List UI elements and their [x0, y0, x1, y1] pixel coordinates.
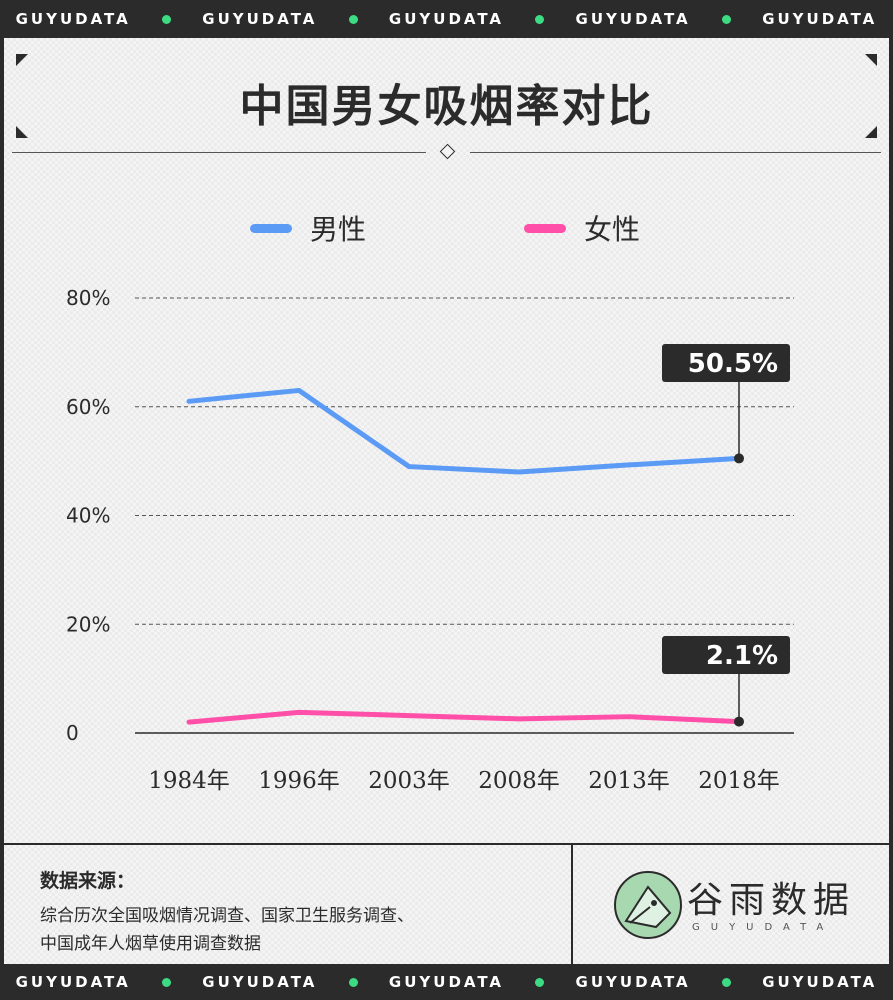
- banner-text: GUYUDATA: [575, 10, 691, 28]
- banner-text: GUYUDATA: [202, 973, 318, 991]
- title-rule-right: [470, 152, 881, 153]
- banner-dot: [721, 14, 731, 24]
- legend-item-female: 女性: [524, 208, 640, 248]
- corner-mark: [865, 54, 877, 66]
- y-tick-label: 20%: [66, 612, 110, 636]
- corner-mark: [16, 54, 28, 66]
- legend-item-male: 男性: [250, 208, 366, 248]
- footer-vertical-divider: [571, 844, 573, 964]
- logo-subtitle: GUYUDATA: [692, 922, 835, 933]
- banner-dot: [162, 977, 171, 987]
- callout-box: [662, 344, 790, 382]
- x-tick-label: 2018年: [698, 768, 780, 794]
- banner-dot: [535, 977, 545, 987]
- y-tick-label: 60%: [66, 395, 110, 419]
- source-line: 综合历次全国吸烟情况调查、国家卫生服务调查、: [40, 906, 414, 926]
- banner-text: GUYUDATA: [388, 10, 505, 28]
- legend-swatch-female: [524, 223, 566, 233]
- banner-dot: [348, 977, 358, 987]
- legend-label-female: 女性: [584, 213, 641, 246]
- logo-name: 谷雨数据: [687, 880, 856, 921]
- series-line-female: [186, 709, 742, 725]
- series-line-male: [186, 387, 742, 475]
- source-title: 数据来源：: [40, 870, 136, 892]
- callout-box: [662, 636, 790, 674]
- banner-text: GUYUDATA: [762, 973, 878, 991]
- x-tick-label: 1996年: [258, 768, 340, 794]
- banner-text: GUYUDATA: [202, 10, 318, 28]
- x-tick-label: 2013年: [588, 768, 670, 794]
- banner-text: GUYUDATA: [15, 973, 131, 991]
- callout-label: 50.5%: [688, 349, 778, 379]
- bottom-banner: GUYUDATA GUYUDATA GUYUDATA GUYUDATA GUYU…: [0, 964, 893, 1000]
- legend-label-male: 男性: [310, 213, 367, 246]
- banner-text: GUYUDATA: [388, 973, 505, 991]
- banner-text: GUYUDATA: [15, 10, 131, 28]
- callout-point: [734, 716, 744, 727]
- x-tick-label: 1984年: [148, 768, 230, 794]
- source-line: 中国成年人烟草使用调查数据: [40, 934, 261, 954]
- chart-title: 中国男女吸烟率对比: [239, 81, 654, 132]
- line-chart: 80% 60% 40% 20% 0 1984年 1996年 2003年 2008年 2013年 20…: [66, 286, 794, 794]
- top-banner: GUYUDATA GUYUDATA GUYUDATA GUYUDATA GUYU…: [0, 0, 893, 38]
- y-tick-label: 80%: [66, 286, 110, 310]
- callout-point: [734, 453, 744, 464]
- footer-divider: [4, 843, 889, 845]
- y-tick-label: 0: [66, 721, 79, 745]
- banner-text: GUYUDATA: [575, 973, 691, 991]
- corner-mark: [16, 126, 28, 138]
- banner-dot: [535, 14, 545, 24]
- chart-card: 中国男女吸烟率对比 男性 女性 80% 60% 40% 20% 0 1984年 1996年 2…: [4, 38, 889, 964]
- corner-mark: [865, 126, 877, 138]
- banner-dot: [721, 977, 731, 987]
- logo-icon: [614, 871, 682, 939]
- banner-dot: [162, 14, 171, 24]
- x-tick-label: 2003年: [368, 768, 450, 794]
- banner-dot: [348, 14, 358, 24]
- legend-swatch-male: [250, 223, 292, 233]
- y-tick-label: 40%: [66, 504, 110, 528]
- callout-label: 2.1%: [706, 641, 778, 671]
- x-tick-label: 2008年: [478, 768, 560, 794]
- title-rule-left: [12, 152, 426, 153]
- banner-text: GUYUDATA: [762, 10, 878, 28]
